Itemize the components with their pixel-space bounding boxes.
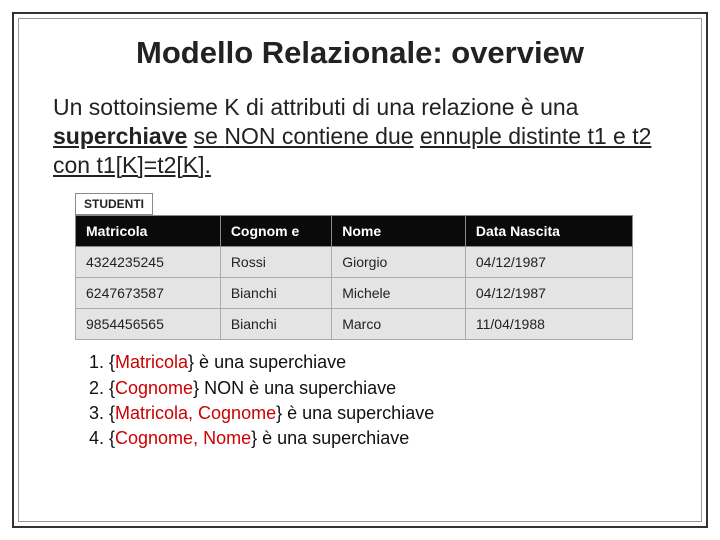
cell: 9854456565	[76, 309, 221, 340]
th-matricola: Matricola	[76, 216, 221, 247]
table-row: 9854456565 Bianchi Marco 11/04/1988	[76, 309, 633, 340]
th-nome: Nome	[332, 216, 466, 247]
table-row: 4324235245 Rossi Giorgio 04/12/1987	[76, 247, 633, 278]
note-post: } è una superchiave	[188, 352, 346, 372]
definition-text: Un sottoinsieme K di attributi di una re…	[47, 89, 673, 193]
definition-keyword: superchiave	[53, 123, 187, 149]
cell: Michele	[332, 278, 466, 309]
notes-list: {Matricola} è una superchiave {Cognome} …	[47, 340, 673, 451]
th-cognome: Cognom e	[220, 216, 331, 247]
table-header-row: Matricola Cognom e Nome Data Nascita	[76, 216, 633, 247]
inner-frame: Modello Relazionale: overview Un sottoin…	[18, 18, 702, 522]
studenti-table: Matricola Cognom e Nome Data Nascita 432…	[75, 215, 633, 340]
note-key: Cognome, Nome	[115, 428, 251, 448]
table-label: STUDENTI	[75, 193, 153, 215]
cell: Marco	[332, 309, 466, 340]
note-post: } è una superchiave	[251, 428, 409, 448]
note-key: Cognome	[115, 378, 193, 398]
list-item: {Cognome, Nome} è una superchiave	[109, 426, 673, 451]
definition-pre: Un sottoinsieme K di attributi di una re…	[53, 94, 578, 120]
cell: Giorgio	[332, 247, 466, 278]
table-row: 6247673587 Bianchi Michele 04/12/1987	[76, 278, 633, 309]
table-block: STUDENTI Matricola Cognom e Nome Data	[47, 193, 673, 340]
cell: Rossi	[220, 247, 331, 278]
note-post: } è una superchiave	[276, 403, 434, 423]
outer-frame: Modello Relazionale: overview Un sottoin…	[12, 12, 708, 528]
slide-title: Modello Relazionale: overview	[47, 29, 673, 89]
definition-post1: se	[194, 123, 225, 149]
cell: 6247673587	[76, 278, 221, 309]
note-key: Matricola	[115, 352, 188, 372]
cell: 11/04/1988	[465, 309, 632, 340]
cell: Bianchi	[220, 278, 331, 309]
cell: 4324235245	[76, 247, 221, 278]
definition-neg: NON contiene due	[224, 123, 413, 149]
note-key: Matricola, Cognome	[115, 403, 276, 423]
list-item: {Matricola, Cognome} è una superchiave	[109, 401, 673, 426]
cell: Bianchi	[220, 309, 331, 340]
cell: 04/12/1987	[465, 247, 632, 278]
cell: 04/12/1987	[465, 278, 632, 309]
note-post: } NON è una superchiave	[193, 378, 396, 398]
slide: Modello Relazionale: overview Un sottoin…	[0, 0, 720, 540]
list-item: {Matricola} è una superchiave	[109, 350, 673, 375]
list-item: {Cognome} NON è una superchiave	[109, 376, 673, 401]
th-data: Data Nascita	[465, 216, 632, 247]
